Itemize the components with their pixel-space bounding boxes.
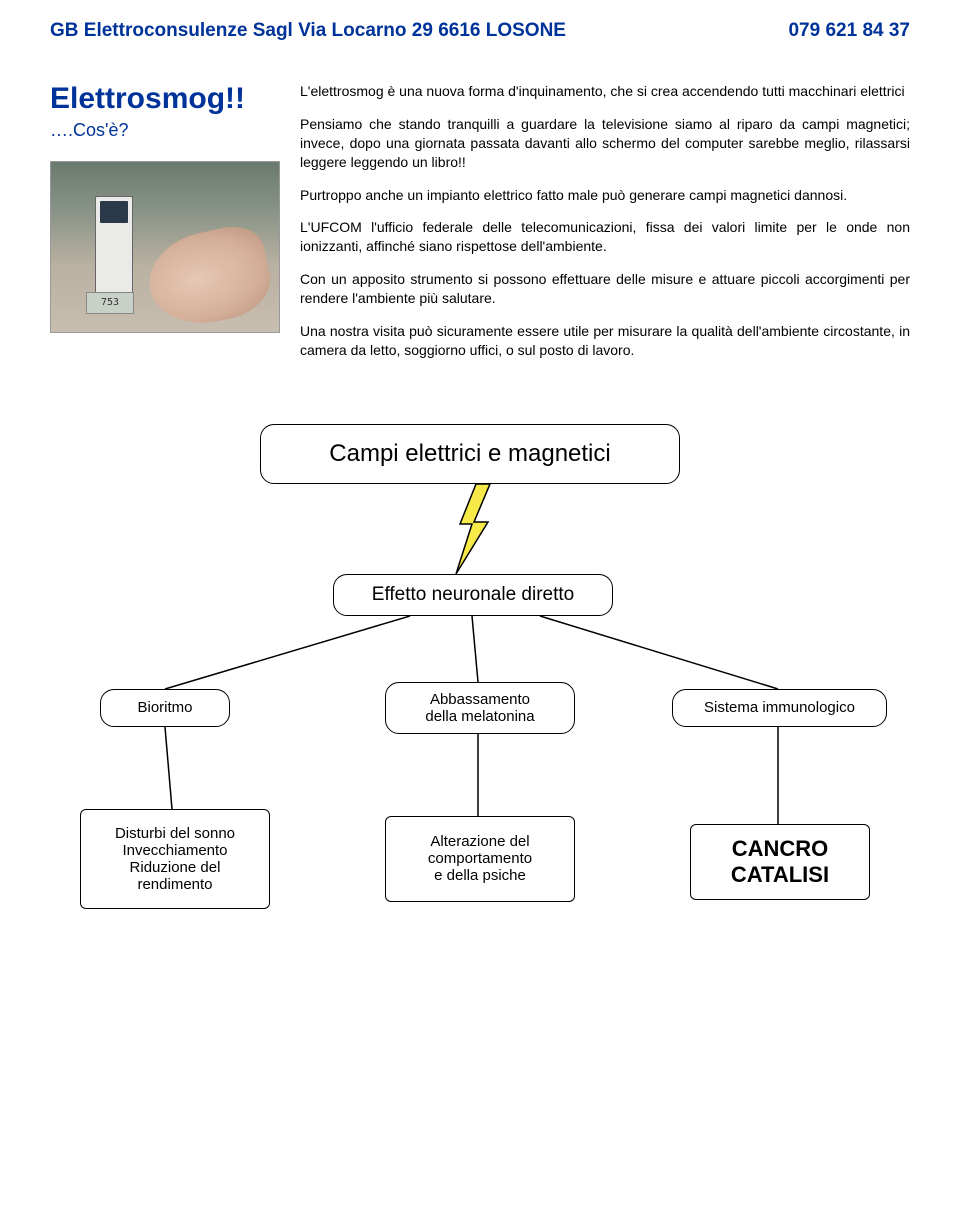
header-right: 079 621 84 37: [788, 20, 910, 42]
node-effetto-label: Effetto neuronale diretto: [372, 584, 574, 606]
node-immunologico-label: Sistema immunologico: [704, 699, 855, 716]
node-melatonina: Abbassamento della melatonina: [385, 682, 575, 734]
device-lcd: 753: [86, 292, 134, 314]
node-campi: Campi elettrici e magnetici: [260, 424, 680, 484]
node-cancro-label: CANCRO CATALISI: [731, 836, 829, 888]
node-immunologico: Sistema immunologico: [672, 689, 887, 727]
left-column: Elettrosmog!! ….Cos'è? 753: [50, 82, 280, 374]
para-4: L'UFCOM l'ufficio federale delle telecom…: [300, 218, 910, 256]
node-bioritmo: Bioritmo: [100, 689, 230, 727]
device-illustration: [95, 196, 133, 306]
para-3: Purtroppo anche un impianto elettrico fa…: [300, 186, 910, 205]
node-cancro: CANCRO CATALISI: [690, 824, 870, 900]
para-1: L'elettrosmog è una nuova forma d'inquin…: [300, 82, 910, 101]
page-subtitle: ….Cos'è?: [50, 120, 280, 141]
header: GB Elettroconsulenze Sagl Via Locarno 29…: [50, 20, 910, 42]
node-bioritmo-label: Bioritmo: [137, 699, 192, 716]
lightning-icon: [450, 484, 494, 574]
node-disturbi: Disturbi del sonno Invecchiamento Riduzi…: [80, 809, 270, 909]
page-title: Elettrosmog!!: [50, 82, 280, 116]
header-left: GB Elettroconsulenze Sagl Via Locarno 29…: [50, 20, 566, 42]
main-content: Elettrosmog!! ….Cos'è? 753 L'elettrosmog…: [50, 82, 910, 374]
node-effetto: Effetto neuronale diretto: [333, 574, 613, 616]
right-column: L'elettrosmog è una nuova forma d'inquin…: [300, 82, 910, 374]
node-comportamento: Alterazione del comportamento e della ps…: [385, 816, 575, 902]
para-6: Una nostra visita può sicuramente essere…: [300, 322, 910, 360]
para-5: Con un apposito strumento si possono eff…: [300, 270, 910, 308]
para-2: Pensiamo che stando tranquilli a guardar…: [300, 115, 910, 172]
node-campi-label: Campi elettrici e magnetici: [329, 440, 610, 468]
node-melatonina-label: Abbassamento della melatonina: [425, 691, 534, 725]
node-disturbi-label: Disturbi del sonno Invecchiamento Riduzi…: [115, 825, 235, 893]
flowchart: Campi elettrici e magnetici Effetto neur…: [50, 424, 910, 924]
meter-photo: 753: [50, 161, 280, 333]
hand-illustration: [141, 221, 277, 334]
node-comportamento-label: Alterazione del comportamento e della ps…: [428, 833, 532, 884]
